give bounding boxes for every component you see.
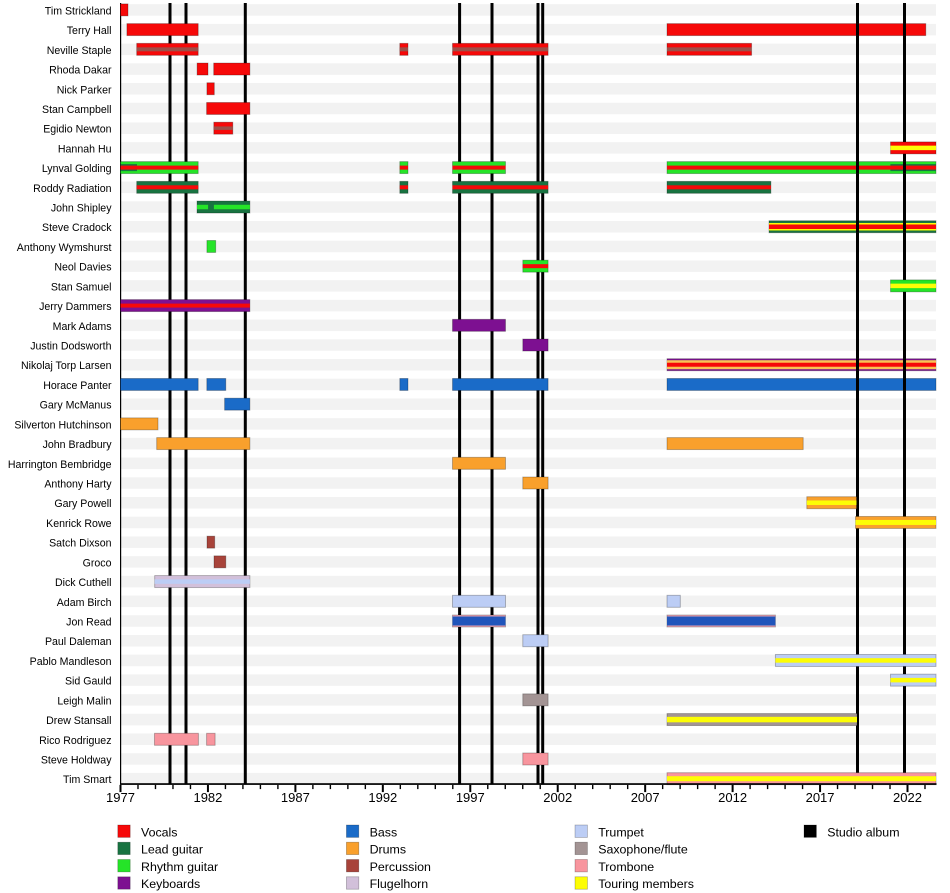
svg-text:Nikolaj Torp Larsen: Nikolaj Torp Larsen — [21, 360, 112, 372]
svg-text:1997: 1997 — [456, 790, 485, 805]
svg-text:Tim Smart: Tim Smart — [63, 774, 112, 786]
svg-text:Stan Campbell: Stan Campbell — [42, 104, 112, 116]
svg-text:Anthony Harty: Anthony Harty — [44, 479, 112, 491]
svg-text:Saxophone/flute: Saxophone/flute — [598, 843, 688, 857]
svg-text:Keyboards: Keyboards — [141, 877, 200, 891]
svg-text:2007: 2007 — [631, 790, 660, 805]
svg-text:Rhythm guitar: Rhythm guitar — [141, 860, 218, 874]
svg-text:Percussion: Percussion — [370, 860, 431, 874]
svg-text:Neol Davies: Neol Davies — [54, 262, 111, 274]
svg-text:Nick Parker: Nick Parker — [57, 84, 112, 96]
svg-text:Adam Birch: Adam Birch — [57, 597, 112, 609]
svg-text:John Shipley: John Shipley — [51, 203, 112, 215]
svg-text:Rhoda Dakar: Rhoda Dakar — [49, 65, 112, 77]
svg-text:Gary McManus: Gary McManus — [40, 400, 112, 412]
svg-text:2022: 2022 — [893, 790, 922, 805]
svg-text:Roddy Radiation: Roddy Radiation — [33, 183, 111, 195]
svg-text:Leigh Malin: Leigh Malin — [57, 695, 111, 707]
svg-text:Harrington Bembridge: Harrington Bembridge — [8, 459, 112, 471]
svg-text:Bass: Bass — [370, 825, 398, 839]
svg-text:Vocals: Vocals — [141, 825, 178, 839]
svg-text:Mark Adams: Mark Adams — [53, 321, 112, 333]
svg-text:1992: 1992 — [368, 790, 397, 805]
svg-text:Tim Strickland: Tim Strickland — [45, 5, 112, 17]
svg-text:Stan Samuel: Stan Samuel — [51, 281, 112, 293]
svg-text:1987: 1987 — [281, 790, 310, 805]
svg-text:Anthony Wymshurst: Anthony Wymshurst — [17, 242, 112, 254]
svg-text:Steve Holdway: Steve Holdway — [41, 754, 112, 766]
svg-text:Trombone: Trombone — [598, 860, 654, 874]
svg-text:Rico Rodriguez: Rico Rodriguez — [39, 735, 111, 747]
svg-text:Horace Panter: Horace Panter — [43, 380, 112, 392]
svg-text:Dick Cuthell: Dick Cuthell — [55, 577, 112, 589]
svg-text:Trumpet: Trumpet — [598, 825, 644, 839]
svg-text:Flugelhorn: Flugelhorn — [370, 877, 429, 891]
svg-text:Steve Cradock: Steve Cradock — [42, 222, 112, 234]
svg-text:Pablo Mandleson: Pablo Mandleson — [30, 656, 112, 668]
svg-text:Sid Gauld: Sid Gauld — [65, 676, 112, 688]
svg-text:Lead guitar: Lead guitar — [141, 843, 203, 857]
svg-text:Drew Stansall: Drew Stansall — [46, 715, 111, 727]
svg-text:Drums: Drums — [370, 843, 406, 857]
svg-text:Satch Dixson: Satch Dixson — [49, 538, 112, 550]
svg-text:Jerry Dammers: Jerry Dammers — [39, 301, 111, 313]
svg-text:Terry Hall: Terry Hall — [67, 25, 112, 37]
svg-text:Studio album: Studio album — [827, 825, 899, 839]
svg-text:2002: 2002 — [543, 790, 572, 805]
svg-text:Neville Staple: Neville Staple — [47, 45, 112, 57]
svg-text:Egidio Newton: Egidio Newton — [43, 124, 111, 136]
svg-text:2017: 2017 — [806, 790, 835, 805]
svg-text:Justin Dodsworth: Justin Dodsworth — [30, 341, 111, 353]
svg-text:Lynval Golding: Lynval Golding — [42, 163, 112, 175]
svg-text:John Bradbury: John Bradbury — [43, 439, 113, 451]
svg-text:Hannah Hu: Hannah Hu — [58, 143, 112, 155]
svg-text:Kenrick Rowe: Kenrick Rowe — [46, 518, 111, 530]
svg-text:1977: 1977 — [106, 790, 135, 805]
svg-text:Touring members: Touring members — [598, 877, 694, 891]
svg-text:Groco: Groco — [83, 557, 112, 569]
svg-text:Silverton Hutchinson: Silverton Hutchinson — [14, 419, 111, 431]
svg-text:2012: 2012 — [718, 790, 747, 805]
svg-text:Jon Read: Jon Read — [66, 617, 111, 629]
svg-text:1982: 1982 — [193, 790, 222, 805]
svg-text:Gary Powell: Gary Powell — [54, 498, 111, 510]
svg-text:Paul Daleman: Paul Daleman — [45, 636, 112, 648]
